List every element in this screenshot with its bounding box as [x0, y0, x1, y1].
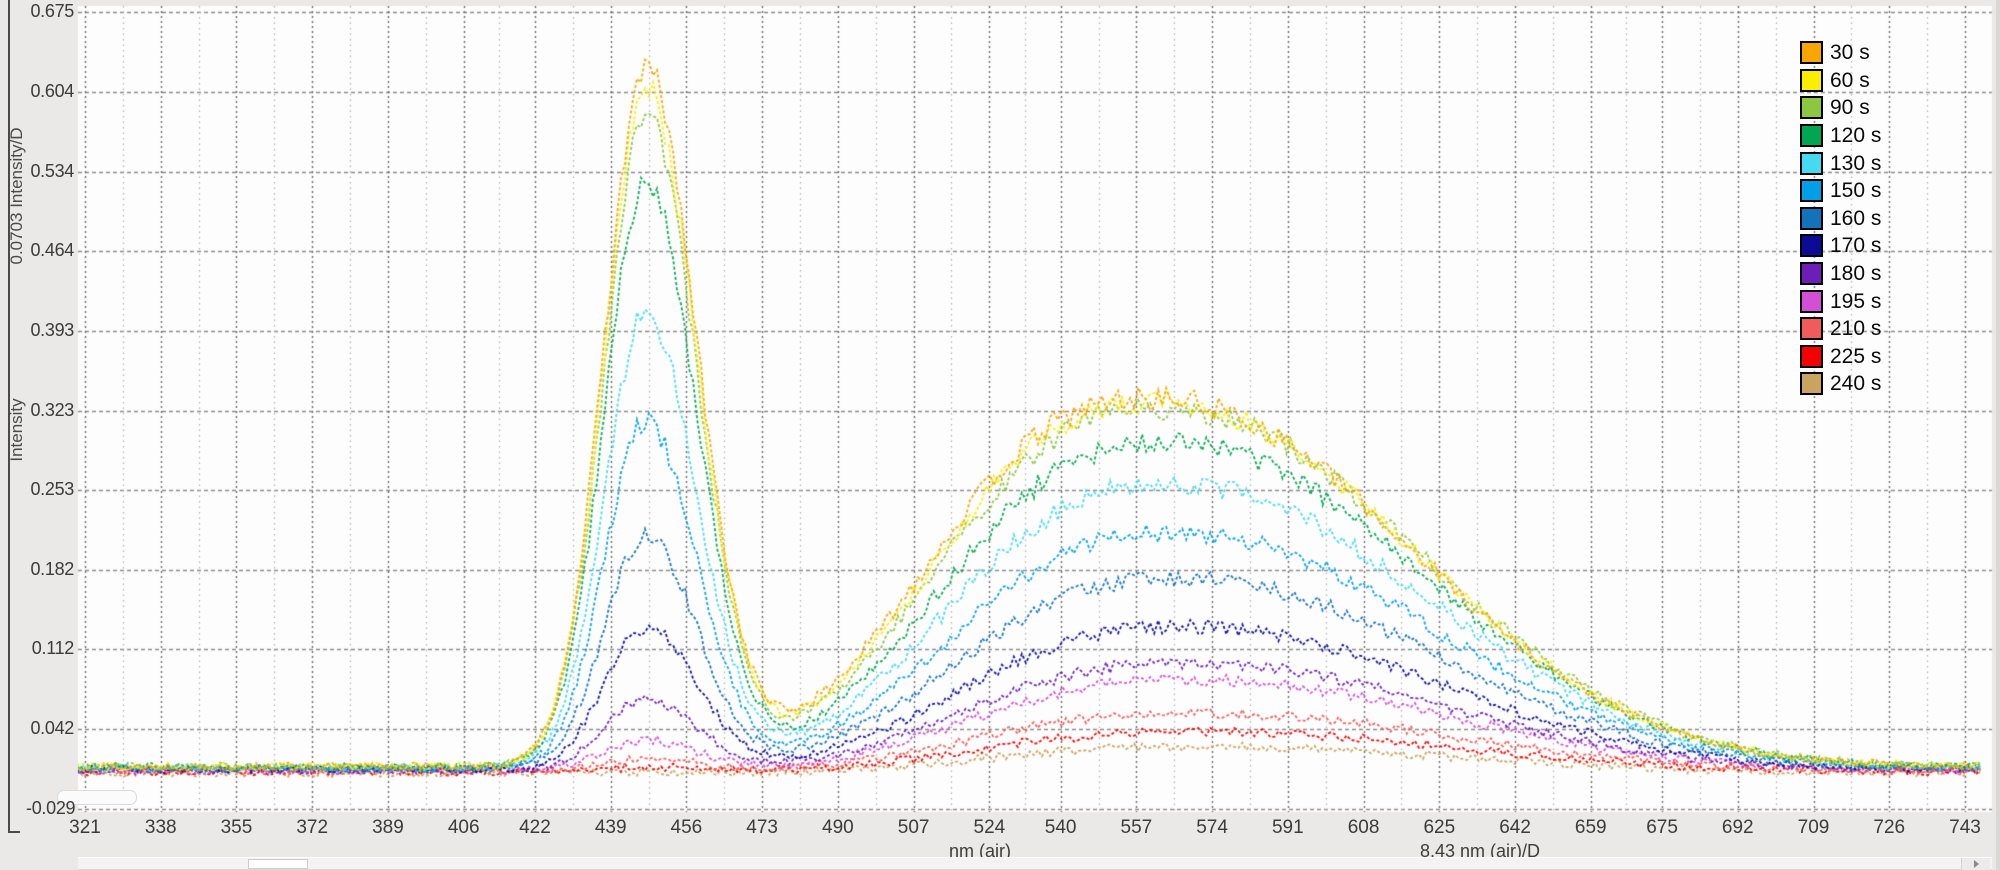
x-axis-caption: nm (air) [949, 841, 1011, 861]
legend-swatch [1800, 206, 1823, 230]
axis-slider-thumb[interactable] [57, 790, 137, 805]
legend-swatch [1800, 179, 1823, 203]
x-axis-tick-label: 625 [1423, 817, 1456, 838]
x-axis-tick-label: 692 [1721, 817, 1754, 838]
x-axis-tick-label: 389 [372, 817, 404, 838]
legend-label: 30 s [1830, 41, 1870, 65]
legend-label: 170 s [1830, 234, 1882, 258]
x-axis-tick-label: 507 [897, 817, 930, 838]
right-arrow-icon [1973, 860, 1979, 868]
legend-item[interactable]: 90 s [1800, 94, 1881, 122]
legend-item[interactable]: 195 s [1800, 287, 1881, 315]
x-axis-tick-label: 490 [822, 817, 854, 838]
legend-label: 225 s [1830, 344, 1882, 368]
legend-swatch [1800, 289, 1823, 313]
x-axis-tick-label: 591 [1271, 817, 1304, 838]
legend-swatch [1800, 124, 1823, 148]
legend-item[interactable]: 225 s [1800, 343, 1881, 371]
y-axis-tick-label: 0.534 [30, 160, 74, 181]
x-axis-tick-label: 338 [144, 817, 177, 838]
legend-item[interactable]: 160 s [1800, 205, 1881, 233]
y-axis-caption: Intensity [7, 398, 26, 462]
x-axis-tick-label: 557 [1120, 817, 1153, 838]
x-axis-tick-label: 709 [1797, 817, 1830, 838]
legend-item[interactable]: 120 s [1800, 122, 1881, 150]
legend-label: 195 s [1830, 289, 1882, 313]
legend-item[interactable]: 150 s [1800, 177, 1881, 205]
window-right-border [1996, 0, 2000, 870]
x-axis-tick-label: 473 [746, 817, 778, 838]
y-axis-tick-label: 0.182 [30, 559, 74, 580]
legend-swatch [1800, 317, 1823, 341]
x-axis-tick-label: 574 [1196, 817, 1228, 838]
legend-item[interactable]: 30 s [1800, 39, 1881, 67]
x-axis-tick-label: 439 [594, 817, 627, 838]
legend-item[interactable]: 210 s [1800, 315, 1881, 343]
legend-item[interactable]: 180 s [1800, 260, 1881, 288]
x-axis-tick-label: 642 [1499, 817, 1531, 838]
legend-swatch [1800, 41, 1823, 65]
x-axis-tick-label: 540 [1044, 817, 1077, 838]
legend-label: 130 s [1830, 151, 1882, 175]
x-axis-tick-label: 726 [1873, 817, 1906, 838]
legend-label: 160 s [1830, 206, 1882, 230]
legend-label: 150 s [1830, 179, 1882, 203]
legend-swatch [1800, 68, 1823, 92]
legend-label: 90 s [1830, 96, 1870, 120]
legend-label: 240 s [1830, 372, 1882, 396]
x-axis-tick-label: 422 [519, 817, 551, 838]
x-axis-tick-label: 743 [1949, 817, 1981, 838]
legend-swatch [1800, 151, 1823, 175]
y-axis-tick-label: -0.029 [26, 798, 76, 818]
x-axis-tick-label: 372 [296, 817, 329, 838]
axis-corner-mark [8, 831, 20, 833]
x-axis-tick-label: 659 [1574, 817, 1607, 838]
x-axis-tick-label: 321 [69, 817, 101, 838]
y-axis-tick-label: 0.604 [30, 81, 74, 102]
x-axis-tick-label: 675 [1646, 817, 1678, 838]
legend-label: 180 s [1830, 262, 1882, 286]
legend-label: 210 s [1830, 317, 1882, 341]
window-left-border [8, 0, 10, 833]
y-axis-tick-label: 0.464 [30, 239, 74, 260]
x-axis-tick-label: 524 [973, 817, 1006, 838]
y-axis-tick-label: 0.253 [30, 478, 74, 499]
x-axis-tick-label: 355 [220, 817, 253, 838]
horizontal-scrollbar[interactable] [78, 857, 1992, 870]
legend-item[interactable]: 170 s [1800, 232, 1881, 260]
y-axis-tick-label: 0.675 [30, 1, 74, 21]
legend-label: 60 s [1830, 68, 1870, 92]
legend-item[interactable]: 240 s [1800, 370, 1881, 398]
scrollbar-right-arrow-button[interactable] [1961, 858, 1990, 870]
x-axis-tick-label: 456 [670, 817, 703, 838]
x-axis-scale-caption: 8.43 nm (air)/D [1419, 841, 1541, 861]
scrollbar-thumb[interactable] [248, 859, 308, 869]
legend-label: 120 s [1830, 124, 1882, 148]
legend-item[interactable]: 60 s [1800, 67, 1881, 95]
y-axis-tick-label: 0.393 [30, 320, 74, 341]
y-axis-scale-caption: 0.0703 Intensity/D [7, 127, 26, 265]
legend-swatch [1800, 262, 1823, 286]
legend-swatch [1800, 372, 1823, 396]
y-axis-tick-label: 0.323 [30, 399, 74, 420]
y-axis-tick-label: 0.112 [31, 638, 75, 659]
y-axis-tick-label: 0.042 [30, 717, 74, 738]
legend-swatch [1800, 96, 1823, 120]
x-axis-tick-label: 406 [447, 817, 480, 838]
legend-swatch [1800, 344, 1823, 368]
legend: 30 s 60 s 90 s 120 s 130 s 150 s 160 s 170 s 180… [1800, 39, 1881, 398]
legend-swatch [1800, 234, 1823, 258]
legend-item[interactable]: 130 s [1800, 149, 1881, 177]
x-axis-tick-label: 608 [1347, 817, 1380, 838]
